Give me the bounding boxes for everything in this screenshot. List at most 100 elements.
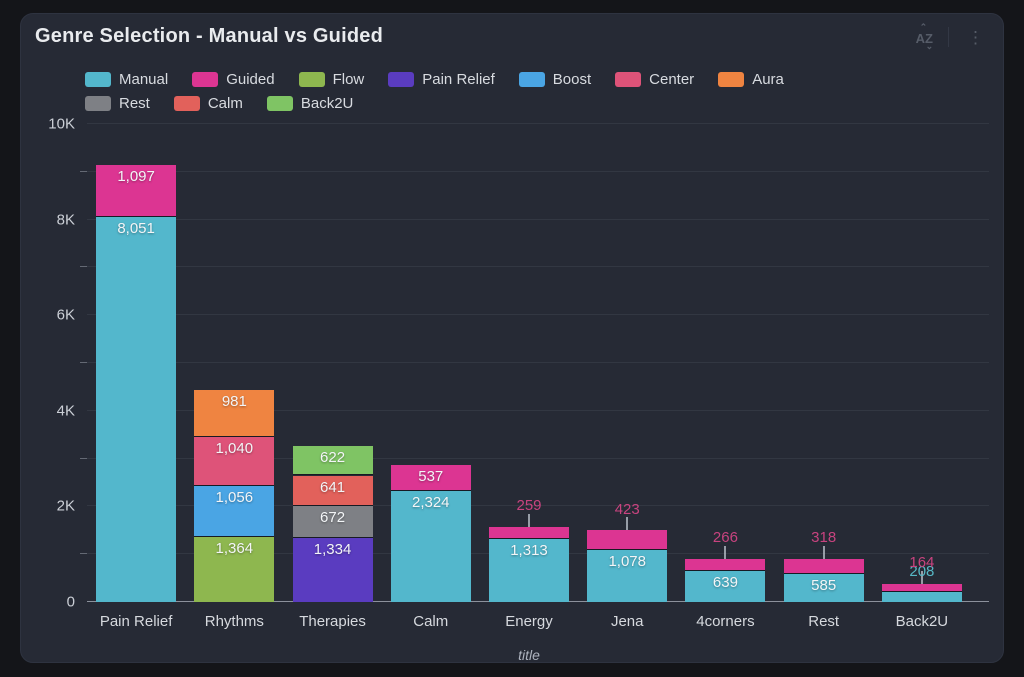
legend-label: Rest [119,95,150,112]
x-tick-label: Therapies [299,613,366,630]
legend-label: Back2U [300,95,354,112]
legend-label: Flow [332,71,365,88]
y-minor-tick [80,170,87,172]
bar-segment-manual[interactable] [881,592,962,602]
value-label: 1,334 [313,541,352,559]
legend-item-flow[interactable]: Flow [298,71,365,88]
bar-segment-calm[interactable]: 641 [292,475,373,507]
legend-item-manual[interactable]: Manual [85,71,168,88]
legend-swatch [298,72,325,87]
value-label: 585 [811,577,837,595]
y-minor-tick [80,553,87,555]
gridline [87,409,989,411]
bar-segment-manual[interactable]: 585 [783,574,864,602]
callout-line [822,545,825,559]
legend-swatch [388,72,415,87]
callout-line [528,513,530,527]
legend-swatch [518,72,545,87]
bar-segment-pain-relief[interactable]: 1,334 [292,538,373,602]
plot-area: 0 2K 4K 6K 8K 10K Pain Relief 8,051 1,097 Rhythms… [48,117,989,630]
bar-segment-manual[interactable]: 1,078 [587,550,668,602]
legend-label: Boost [552,71,592,88]
legend-label: Manual [119,71,169,88]
legend-item-pain-relief[interactable]: Pain Relief [388,71,495,88]
y-tick-label: 0 [66,593,75,611]
value-label: 1,097 [117,167,155,185]
bar-segment-manual[interactable]: 1,313 [489,539,569,602]
panel-title: Genre Selection - Manual vs Guided [35,25,383,47]
y-tick-label: 6K [56,306,75,324]
gridline [87,505,989,507]
legend-label: Center [649,71,695,88]
value-label-outside: 208 [909,563,935,581]
legend-label: Aura [752,71,784,88]
bar-segment-manual[interactable]: 639 [685,571,766,602]
legend-swatch [85,72,111,87]
value-label-outside: 266 [712,529,738,546]
y-minor-tick [80,457,87,459]
y-tick-label: 2K [56,497,75,515]
value-label: 537 [418,468,444,486]
bar-segment-center[interactable]: 1,040 [194,436,275,487]
legend-row-1: Manual Guided Flow Pain Relief Boost Center Au… [85,71,784,88]
legend-item-back2u[interactable]: Back2U [266,95,354,112]
gridline [87,266,989,268]
panel-header: Genre Selection - Manual vs Guided AZ ⋮ [21,14,1003,60]
bar-segment-back2u[interactable]: 622 [292,445,373,476]
value-label-outside: 164 [909,554,935,572]
bar-segment-boost[interactable]: 1,056 [194,486,275,537]
bar-segment-guided[interactable] [783,558,864,575]
x-axis-title: title [518,647,540,663]
bar-segment-manual[interactable]: 2,324 [390,490,471,602]
legend-item-center[interactable]: Center [615,71,694,88]
bar-segment-rest[interactable]: 672 [292,506,373,539]
x-tick-label: 4corners [696,613,755,630]
gridline [87,218,989,220]
legend-row-2: Rest Calm Back2U [85,95,784,112]
legend-item-aura[interactable]: Aura [718,71,784,88]
y-minor-tick [80,266,87,268]
value-label: 641 [320,478,346,496]
legend-item-rest[interactable]: Rest [85,95,150,112]
legend-item-calm[interactable]: Calm [173,95,243,112]
gridline [87,314,989,316]
legend-swatch [615,72,642,87]
legend-label: Calm [207,95,243,112]
x-tick-label: Calm [413,613,449,630]
x-tick-label: Rhythms [204,613,264,630]
value-label-outside: 259 [516,497,542,515]
x-tick-label: Energy [505,613,553,630]
bar-segment-flow[interactable]: 1,364 [194,536,275,602]
value-label: 622 [320,448,346,466]
bar-segment-manual[interactable]: 8,051 [96,217,177,602]
callout-line [626,517,629,531]
y-tick-label: 8K [56,211,75,229]
legend-swatch [85,96,111,111]
legend-swatch [173,96,200,111]
bar-segment-guided[interactable] [685,558,766,572]
value-label: 2,324 [411,493,450,511]
bar-segment-guided[interactable] [489,526,569,540]
chart-panel: Genre Selection - Manual vs Guided AZ ⋮ … [20,13,1004,663]
sort-az-icon[interactable]: AZ [916,22,934,52]
value-label: 1,040 [215,439,254,457]
header-divider [948,27,949,47]
bar-segment-guided[interactable] [881,584,962,593]
value-label: 8,051 [117,220,155,238]
bar-segment-guided[interactable]: 1,097 [96,164,177,218]
bar-segment-aura[interactable]: 981 [194,389,275,437]
legend-label: Pain Relief [422,71,495,88]
y-minor-tick [80,362,87,363]
value-label-outside: 423 [614,500,640,518]
value-label: 639 [712,574,738,592]
bar-segment-guided[interactable]: 537 [390,465,471,491]
legend-swatch [266,96,293,111]
kebab-menu-icon[interactable]: ⋮ [967,27,984,47]
legend-item-boost[interactable]: Boost [518,71,592,88]
x-tick-label: Rest [808,613,840,630]
bar-segment-guided[interactable] [587,530,668,551]
legend-item-guided[interactable]: Guided [192,71,275,88]
y-tick-label: 10K [48,115,75,133]
legend-swatch [192,72,219,87]
value-label-outside: 318 [811,529,837,547]
